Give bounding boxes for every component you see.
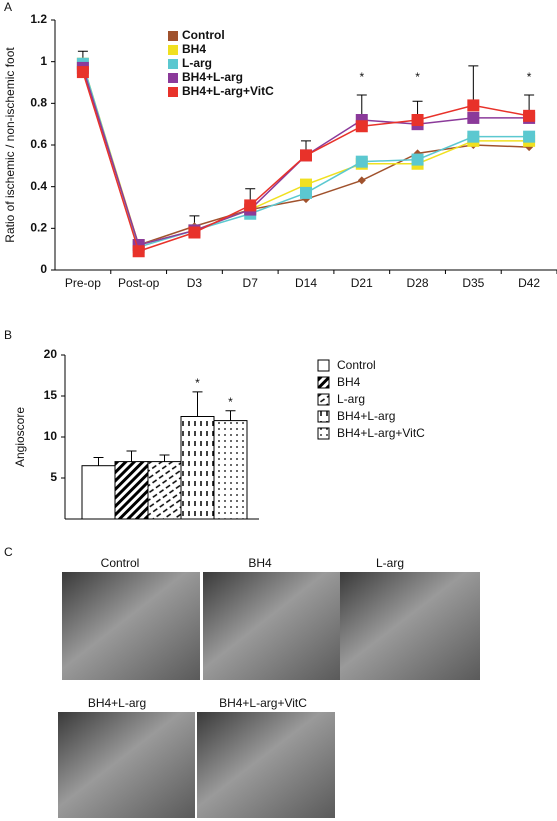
y-tick-label: 1.2 [30,12,47,26]
panel-label: C [4,545,13,559]
xray-images: Control BH4 L-arg BH4+L-arg BH4+L-arg+Vi… [58,556,480,818]
bar [213,420,248,520]
image-caption: L-arg [376,556,404,570]
xray-image [58,712,195,818]
significance: * [415,70,420,84]
point [357,176,366,185]
xray-image [62,572,200,680]
point [188,226,201,239]
y-tick-label: 0.2 [30,221,47,235]
legend-label: Control [182,28,225,42]
legend-swatch [317,359,330,372]
point [355,155,368,168]
x-tick-label: D42 [518,276,540,290]
y-tick-label: 20 [44,347,58,361]
bar [81,465,116,520]
y-tick-label: 0.6 [30,137,47,151]
xray-image [203,572,340,680]
bar [180,416,215,520]
significance: * [228,395,233,409]
image-caption: BH4+L-arg [88,696,146,710]
legend-label: BH4+L-arg [337,409,395,423]
y-tick-label: 0.8 [30,96,47,110]
x-tick-label: D7 [243,276,259,290]
x-tick-label: Post-op [118,276,160,290]
legend-swatch [317,410,330,423]
legend-label: BH4+L-arg [182,70,243,84]
y-tick-label: 15 [44,388,58,402]
point [523,130,536,143]
xray-image [197,712,335,818]
y-axis-label: Angioscore [13,407,27,467]
image-caption: Control [101,556,140,570]
legend-swatch [168,45,178,55]
legend-label: Control [337,358,376,372]
error-bar [159,454,170,462]
point [132,245,145,258]
legend-swatch [317,376,330,389]
error-bar [192,391,203,417]
point [76,66,89,79]
point [523,109,536,122]
point [244,199,257,212]
y-tick-label: 10 [44,429,58,443]
x-tick-label: D35 [462,276,484,290]
point [467,130,480,143]
significance: * [195,376,200,390]
point [467,111,480,124]
image-caption: BH4 [248,556,272,570]
legend-label: L-arg [337,392,365,406]
point [411,153,424,166]
legend-label: BH4+L-arg+VitC [337,426,425,440]
panel-label: B [4,328,12,342]
legend-swatch [317,427,330,440]
point [467,99,480,112]
y-tick-label: 5 [50,470,57,484]
y-tick-label: 0.4 [30,179,47,193]
error-bar [126,450,137,462]
legend-swatch [168,59,178,69]
significance: * [527,70,532,84]
y-tick-label: 1 [40,54,47,68]
legend-swatch [168,73,178,83]
y-tick-label: 0 [40,262,47,276]
bar [114,461,149,520]
y-axis-label: Ratio of ischemic / non-ischemic foot [3,47,17,243]
error-bar [225,410,236,421]
panel-label: A [4,0,12,14]
image-caption: BH4+L-arg+VitC [219,696,307,710]
legend-label: BH4+L-arg+VitC [182,84,274,98]
point [411,114,424,126]
legend-label: L-arg [182,56,212,70]
legend-label: BH4 [337,375,361,389]
bar [147,461,182,520]
error-bar [468,65,479,106]
legend-label: BH4 [182,42,206,56]
x-tick-label: D14 [295,276,317,290]
point [300,149,312,162]
x-tick-label: D3 [187,276,203,290]
xray-image [340,572,480,680]
x-tick-label: Pre-op [65,276,101,290]
significance: * [359,70,364,84]
point [355,120,368,133]
x-tick-label: D21 [351,276,373,290]
error-bar [93,457,104,466]
series-line [82,71,530,253]
legend-swatch [168,31,178,41]
legend-swatch [317,393,330,406]
point [300,186,312,199]
legend-swatch [168,87,178,97]
x-tick-label: D28 [407,276,429,290]
